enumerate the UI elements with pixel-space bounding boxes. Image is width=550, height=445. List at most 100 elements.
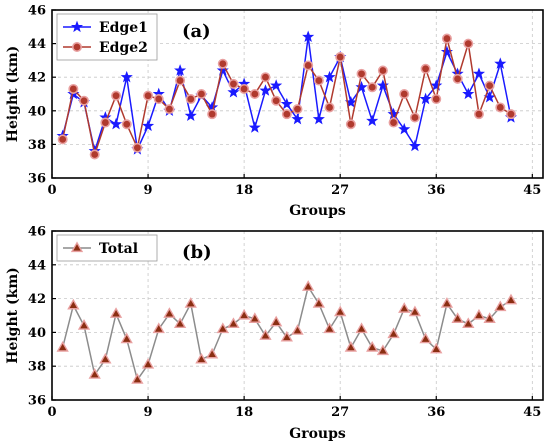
data-point-total	[430, 342, 443, 354]
y-tick-label: 40	[28, 104, 46, 119]
legend-label: Total	[99, 241, 138, 257]
y-tick-label: 46	[28, 4, 46, 19]
data-point-edge2	[388, 117, 399, 128]
data-point-edge1	[302, 30, 315, 43]
x-tick-label: 18	[235, 183, 253, 198]
data-point-edge1	[398, 122, 411, 135]
data-point-edge1	[472, 67, 486, 79]
data-point-total	[483, 312, 496, 323]
data-point-edge2	[153, 94, 164, 105]
data-point-edge2	[377, 65, 388, 76]
data-point-total	[152, 322, 165, 334]
data-point-edge2	[495, 102, 506, 113]
data-point-edge2	[196, 89, 207, 100]
data-point-edge1	[280, 97, 293, 110]
data-point-edge1	[419, 92, 432, 105]
data-point-edge2	[121, 119, 132, 130]
y-tick-label: 38	[28, 138, 46, 153]
data-point-edge1	[440, 45, 453, 58]
x-tick-label: 18	[235, 405, 253, 420]
legend: Edge1 Edge2	[56, 13, 158, 61]
y-axis-title: Height (km)	[5, 46, 21, 143]
legend-box	[56, 13, 158, 61]
legend-label: Edge1	[99, 20, 148, 36]
data-point-total	[77, 319, 91, 330]
data-point-total	[419, 332, 432, 344]
data-point-edge2	[484, 80, 495, 91]
legend: Total	[56, 234, 158, 262]
data-point-total	[504, 293, 518, 305]
data-point-total	[237, 308, 251, 320]
data-point-total	[205, 347, 219, 359]
data-point-edge2	[260, 72, 271, 83]
data-point-edge2	[228, 78, 239, 89]
data-point-edge2	[431, 94, 442, 105]
x-tick-label: 9	[144, 405, 153, 420]
data-point-total	[408, 305, 422, 317]
data-point-edge2	[367, 82, 378, 93]
data-point-edge1	[291, 112, 304, 125]
data-point-total	[344, 341, 358, 352]
data-point-edge1	[376, 79, 389, 91]
data-point-total	[184, 297, 197, 308]
y-tick-label: 38	[28, 360, 46, 375]
data-point-edge1	[174, 64, 187, 76]
x-tick-label: 27	[331, 405, 349, 420]
data-point-edge2	[292, 104, 303, 115]
y-tick-label: 36	[28, 172, 46, 187]
data-point-edge1	[430, 79, 443, 91]
data-point-total	[131, 373, 144, 384]
data-point-edge2	[303, 60, 314, 71]
data-point-total	[259, 329, 272, 340]
data-point-total	[398, 302, 411, 313]
data-point-total	[280, 330, 293, 342]
data-point-edge1	[227, 85, 240, 98]
y-tick-label: 42	[28, 71, 46, 86]
data-point-total	[227, 317, 240, 329]
data-point-total	[109, 307, 123, 318]
y-axis-title: Height (km)	[5, 267, 21, 364]
data-point-edge2	[217, 58, 228, 69]
data-point-edge2	[399, 89, 410, 100]
data-point-edge2	[207, 109, 218, 120]
data-point-total	[120, 332, 133, 344]
data-point-total	[334, 305, 347, 317]
data-point-edge2	[89, 149, 100, 160]
data-point-total	[248, 312, 261, 323]
data-point-edge2	[452, 73, 463, 84]
data-point-edge2	[356, 68, 367, 79]
data-point-edge2	[420, 63, 431, 74]
data-point-edge1	[109, 117, 123, 130]
data-point-total	[56, 341, 69, 352]
data-point-total	[99, 352, 112, 364]
data-point-edge1	[184, 109, 197, 121]
data-point-edge2	[249, 89, 260, 100]
data-point-total	[472, 308, 486, 320]
plot-frame	[51, 9, 544, 179]
data-point-total	[440, 297, 454, 308]
data-point-edge1	[312, 112, 325, 125]
panel-label: (a)	[182, 21, 211, 42]
data-point-edge2	[313, 75, 324, 86]
data-point-total	[195, 352, 208, 364]
x-tick-label: 36	[427, 405, 445, 420]
data-point-total	[366, 341, 379, 352]
series-edge2	[57, 33, 516, 160]
data-point-edge2	[111, 90, 122, 101]
legend-marker	[70, 241, 84, 253]
data-point-edge2	[132, 142, 143, 153]
data-point-edge2	[239, 83, 250, 94]
data-point-edge1	[366, 114, 379, 127]
x-tick-label: 0	[47, 183, 56, 198]
data-point-edge1	[120, 70, 133, 83]
data-point-edge2	[473, 109, 484, 120]
data-point-edge2	[185, 94, 196, 105]
x-axis-title: Groups	[289, 426, 346, 442]
y-tick-label: 44	[28, 258, 46, 273]
data-point-total	[67, 298, 80, 310]
data-point-edge2	[68, 83, 79, 94]
data-point-total	[462, 317, 475, 329]
data-point-total	[141, 357, 155, 369]
data-point-edge1	[355, 80, 368, 93]
